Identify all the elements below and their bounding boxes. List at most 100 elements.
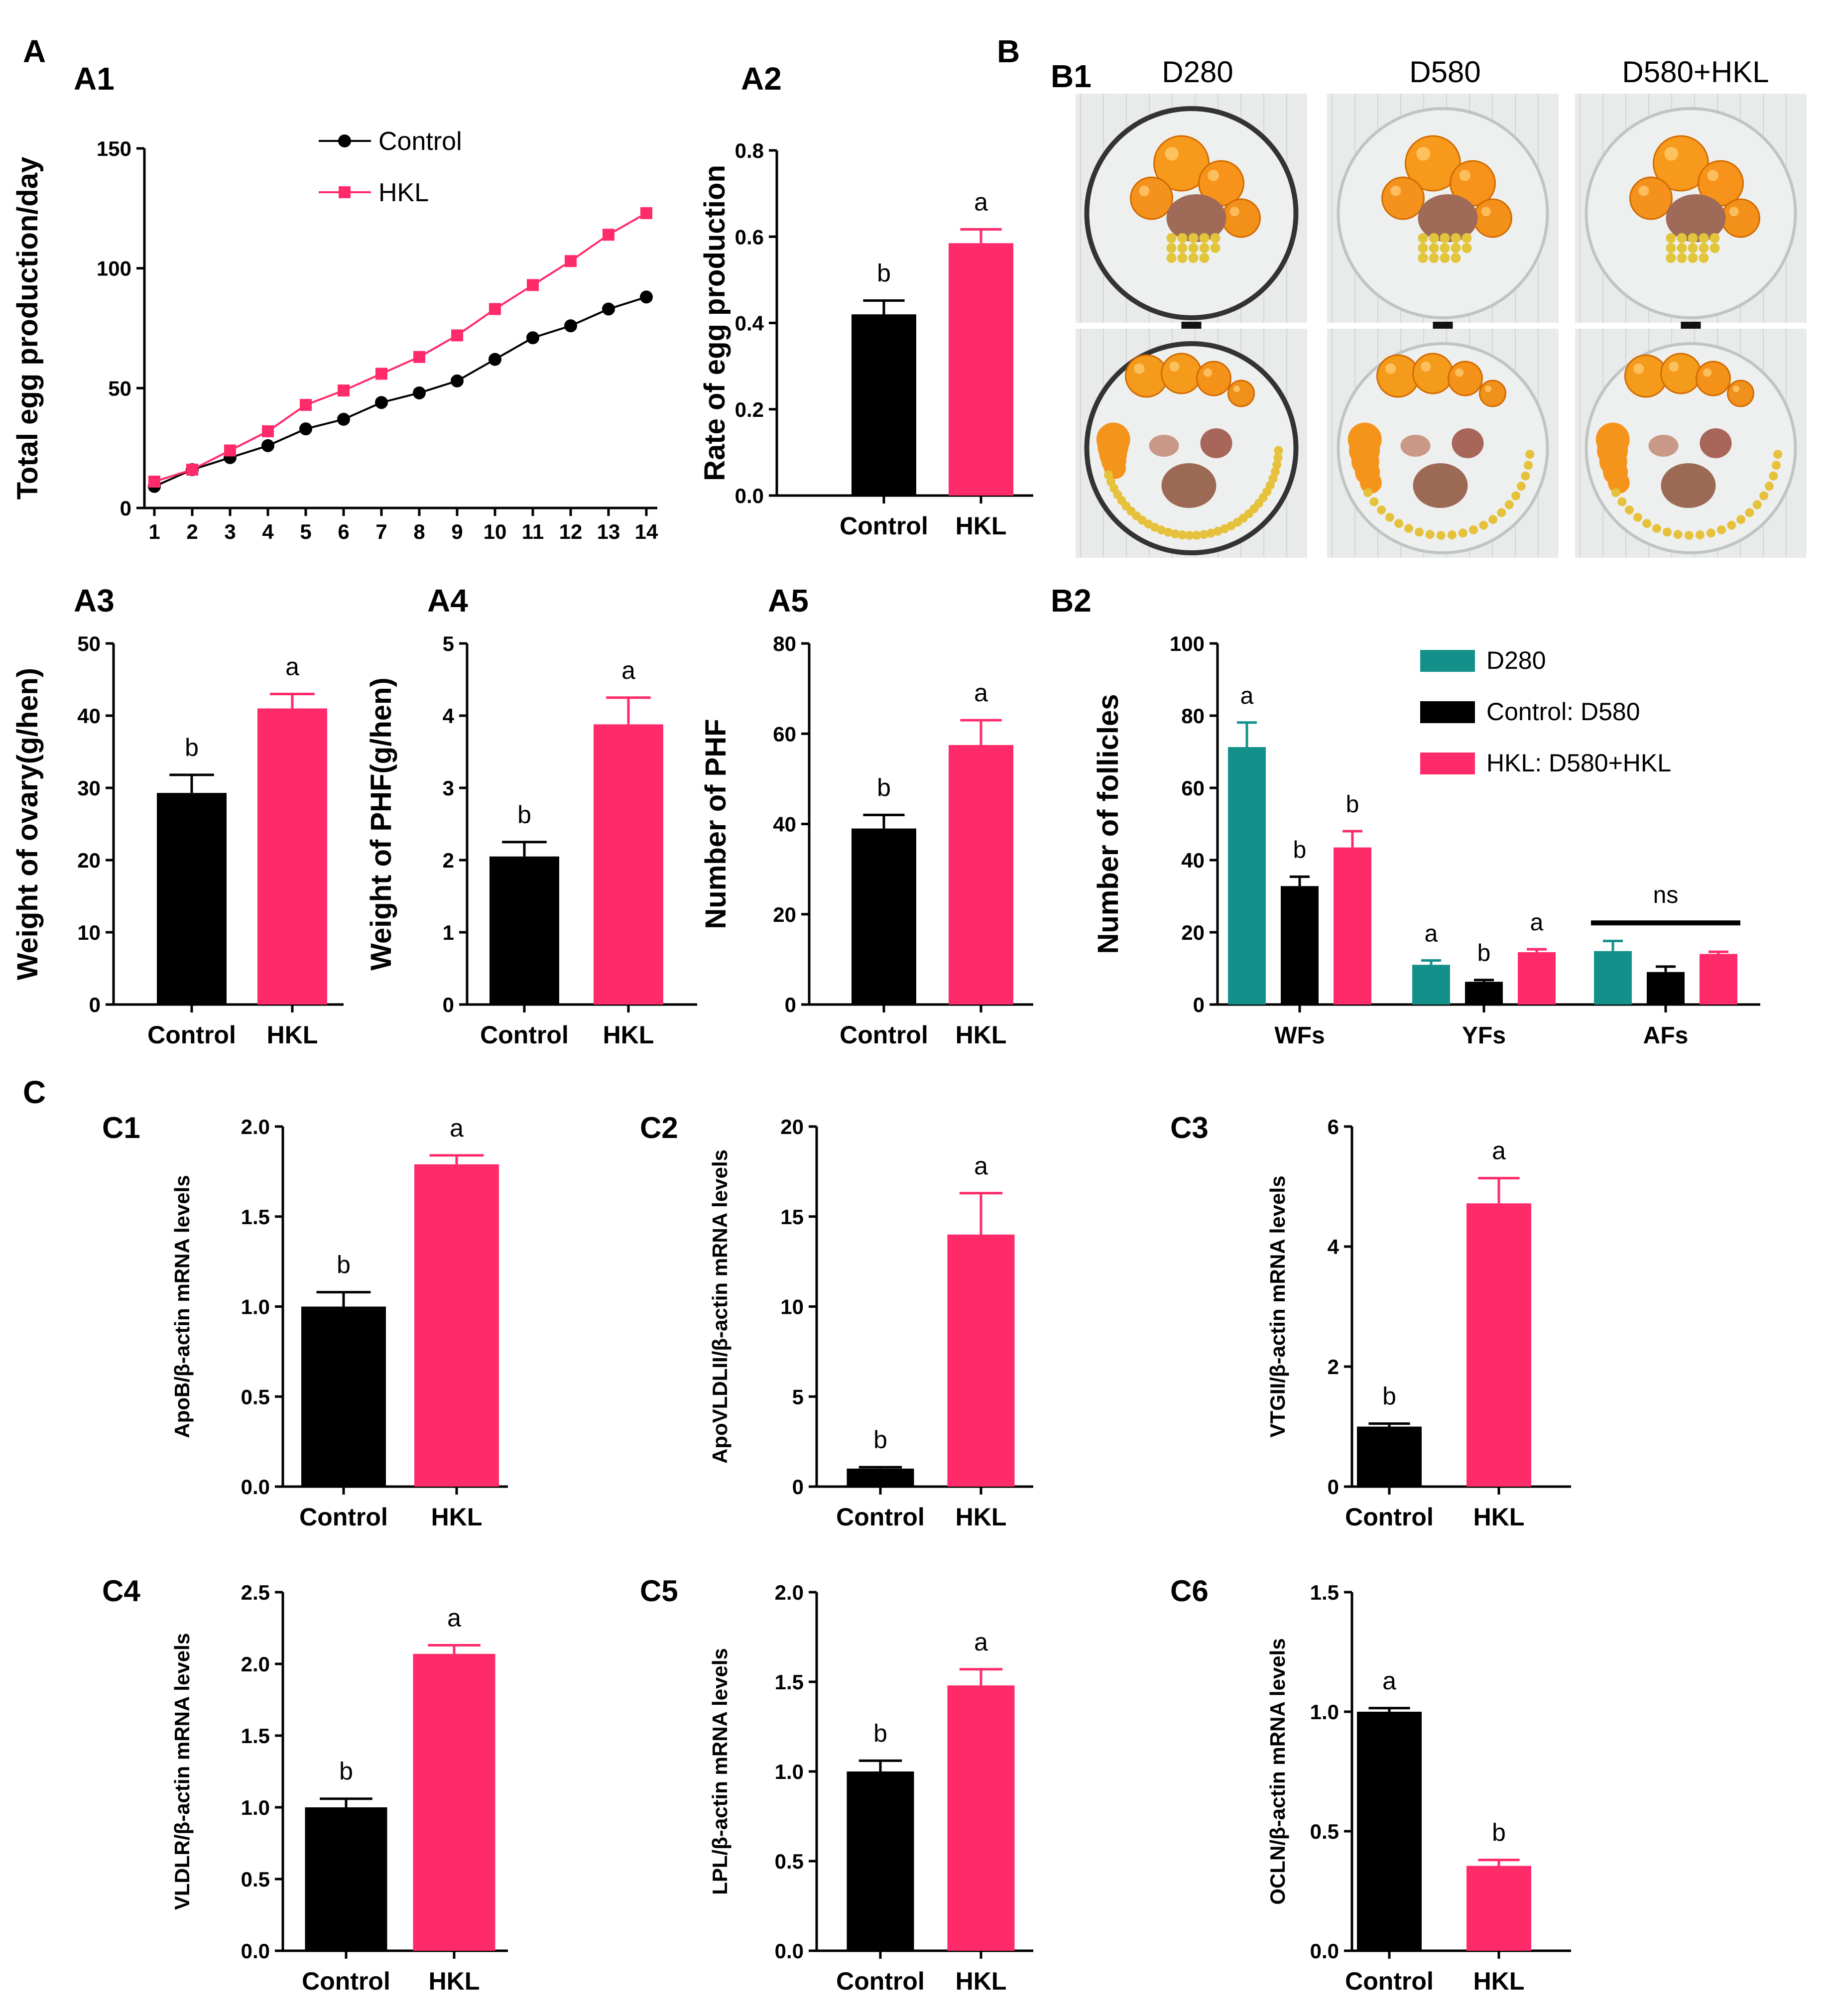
x-tick-label: YFs <box>1462 1022 1506 1049</box>
y-tick-label: 2.0 <box>775 1581 804 1604</box>
x-tick-label: Control <box>299 1503 388 1531</box>
stroma-piece <box>1400 435 1431 457</box>
significance-letter: b <box>1293 837 1307 863</box>
data-point <box>488 353 501 366</box>
x-tick-label: Control <box>1345 1967 1434 1995</box>
stroma-piece <box>1200 428 1232 458</box>
y-tick-label: 0.5 <box>1310 1820 1339 1843</box>
legend-label: HKL: D580+HKL <box>1486 749 1671 777</box>
photo-cell <box>1076 94 1307 323</box>
data-point <box>262 425 274 437</box>
x-tick-label: Control <box>1345 1503 1434 1531</box>
arranged-follicle <box>1272 460 1282 470</box>
y-tick-label: 0.0 <box>241 1475 270 1499</box>
x-tick-label: HKL <box>956 1967 1007 1995</box>
follicle <box>1696 361 1731 396</box>
chart-a3: A3 Weight of ovary(g/hen) 0 10 20 30 40 50 b Cont… <box>11 583 344 1049</box>
y-tick-label: 30 <box>77 776 101 800</box>
panel-letter-B: B <box>997 33 1020 69</box>
significance-letter: a <box>1425 921 1438 947</box>
arranged-follicle <box>1377 505 1386 515</box>
arranged-follicle <box>1521 471 1530 481</box>
y-tick-label: 5 <box>792 1385 804 1408</box>
y-tick-label: 0.5 <box>775 1850 804 1873</box>
photo-cell <box>1575 329 1807 558</box>
bar-control <box>852 828 916 1005</box>
small-follicle <box>1429 253 1439 263</box>
follicle-highlight <box>1664 147 1678 161</box>
series-line-control <box>154 296 647 488</box>
arranged-follicle <box>1642 519 1652 528</box>
x-tick-label: Control <box>836 1503 925 1531</box>
follicle-highlight <box>1169 362 1180 372</box>
x-tick-label: HKL <box>603 1021 654 1049</box>
x-tick-label: HKL <box>1473 1967 1525 1995</box>
significance-letter: a <box>621 656 635 684</box>
data-point <box>413 386 426 399</box>
x-tick-label: HKL <box>956 1503 1007 1531</box>
follicle-highlight <box>1732 385 1739 392</box>
x-tick-label: 7 <box>375 520 387 543</box>
small-follicle <box>1429 243 1439 253</box>
y-tick-label: 1.0 <box>241 1295 270 1319</box>
y-tick-label: 80 <box>1181 704 1205 728</box>
follicle-highlight <box>1481 207 1491 217</box>
arranged-follicle <box>1652 524 1662 533</box>
stroma-piece <box>1161 463 1217 508</box>
data-point <box>602 302 615 316</box>
x-tick-label: HKL <box>956 1021 1007 1049</box>
x-tick-label: 10 <box>484 520 507 543</box>
data-point <box>337 412 350 426</box>
significance-letter: a <box>1240 683 1254 709</box>
panel-label-a2: A2 <box>741 61 782 97</box>
data-point <box>451 329 463 342</box>
y-tick-label: 0 <box>120 497 131 520</box>
stroma <box>1418 194 1478 242</box>
arranged-follicle <box>1497 508 1506 517</box>
arranged-follicle <box>1773 450 1783 459</box>
bar-wfs-0 <box>1228 747 1266 1005</box>
y-tick-label: 10 <box>77 921 101 944</box>
stroma-piece <box>1661 463 1716 508</box>
y-tick-label: 100 <box>1170 632 1205 655</box>
follicle-highlight <box>1385 363 1396 374</box>
bar-yfs-0 <box>1412 965 1450 1005</box>
arranged-follicle <box>1517 482 1526 491</box>
y-tick-label: 40 <box>77 704 101 728</box>
y-tick-label: 0.4 <box>735 312 764 335</box>
follicle-highlight <box>1729 207 1739 217</box>
y-tick-label: 10 <box>780 1295 804 1319</box>
bar-control <box>301 1306 386 1487</box>
small-follicle <box>1166 243 1177 253</box>
data-point <box>300 399 312 411</box>
photo-cell <box>1327 329 1559 558</box>
bar-control <box>847 1468 914 1487</box>
bar-wfs-2 <box>1334 847 1371 1005</box>
x-tick-label: 12 <box>559 520 583 543</box>
significance-letter: b <box>1346 791 1359 818</box>
arranged-follicle <box>1607 472 1630 494</box>
y-tick-label: 80 <box>773 632 796 655</box>
legend-label: HKL <box>378 178 429 207</box>
y-axis-label: Number of follicles <box>1092 694 1124 954</box>
bar-afs-0 <box>1594 951 1632 1005</box>
significance-letter: b <box>877 773 891 801</box>
data-point <box>489 303 501 315</box>
arranged-follicle <box>1611 488 1620 498</box>
x-tick-label: 2 <box>186 520 198 543</box>
small-follicle <box>1709 243 1720 253</box>
follicle <box>1629 176 1673 220</box>
ns-label: ns <box>1653 882 1679 908</box>
y-tick-label: 0.0 <box>1310 1939 1339 1963</box>
stroma-piece <box>1452 428 1484 458</box>
significance-letter: b <box>1477 940 1491 967</box>
small-follicle <box>1210 233 1220 243</box>
bar-afs-2 <box>1700 954 1737 1005</box>
follicle-highlight <box>1455 368 1464 377</box>
photo-column-d280: D280 <box>1162 55 1233 89</box>
arranged-follicle <box>1458 528 1467 538</box>
y-tick-label: 1 <box>443 921 454 944</box>
small-follicle <box>1688 243 1698 253</box>
photo-column-d580-hkl: D580+HKL <box>1622 55 1769 89</box>
significance-letter: a <box>1530 909 1544 936</box>
